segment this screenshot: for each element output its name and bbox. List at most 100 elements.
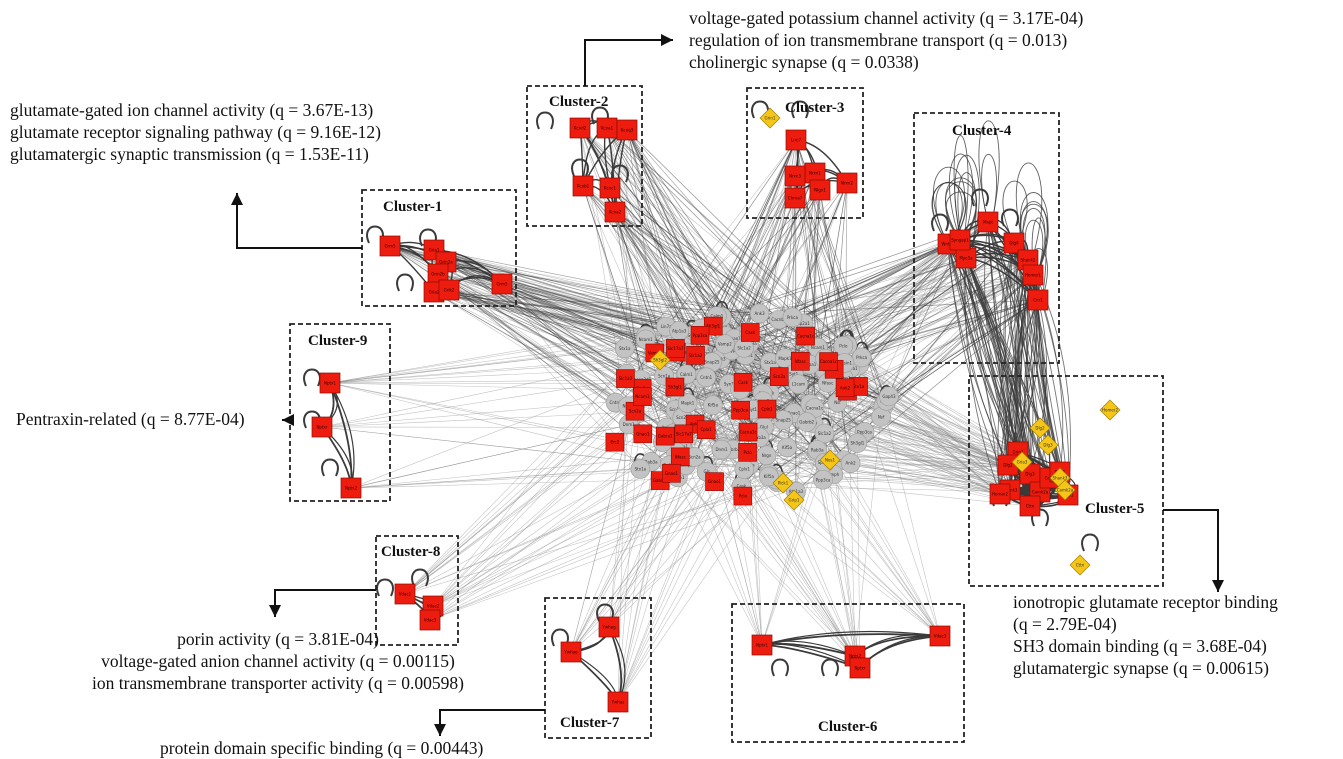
weak-edge [582,185,862,358]
node-label: Dlg2 [1003,463,1013,468]
node-label: Nptx1 [756,643,768,648]
weak-edge [673,433,941,637]
arrow-head [1212,580,1224,592]
module-node-shape [836,172,858,194]
node-label: Cplx1 [761,407,773,412]
node-label: Ppp3ca [693,333,708,338]
arrow-line [236,193,362,249]
node-label: Grip1 [789,498,800,503]
hub-node: Dnm1 [711,439,732,460]
node-label: Vdac1 [399,592,412,597]
module-node: Kcna1 [596,117,618,139]
module-node: Ncam1 [633,387,652,406]
weak-edge [883,406,941,637]
weak-edge [614,211,667,327]
hub-gene-node: Cttn [1069,554,1091,576]
node-label: Wnt7a [941,242,955,247]
node-label: Nos1 [825,458,836,463]
hub-node: Ppp3ca [813,469,833,490]
module-node-shape [560,641,582,663]
annotation-line: cholinergic synapse (q = 0.0338) [689,52,919,72]
c3-frame [746,87,864,219]
module-node: Nrxn3 [784,165,806,187]
hub-node-shape [814,423,835,444]
module-node-shape [662,463,681,483]
module-node-shape [949,229,971,251]
module-node-shape [696,420,716,440]
strong-edge [606,127,784,421]
hub-node: Cplx1 [734,459,755,479]
hub-gene-shape [1029,417,1051,439]
node-label: Kcna1 [601,126,614,131]
arrow-line [1163,509,1219,592]
module-node: Nfasc [670,447,690,467]
weak-edge [824,462,941,637]
module-node: Vdac3 [929,625,951,647]
node-label: Atp1a3 [672,328,687,333]
weak-edge [429,474,834,621]
module-node-shape [633,387,652,406]
node-label: Dlg2 [1035,426,1045,431]
hub-node-shape [879,386,899,407]
hub-node: Slc1a2 [814,423,835,444]
module-node: Lrrc7 [785,129,807,151]
strong-edge [965,257,1051,479]
self-loop [551,628,569,647]
module-node-shape [319,372,341,394]
module-node-shape [769,367,789,386]
cluster-1-annotation: glutamate-gated ion channel activity (q … [10,99,381,165]
module-node: Kcna2 [604,201,626,223]
module-node: Slc1a2 [686,346,705,365]
module-node-shape [738,422,758,442]
cluster-4-title: Cluster-4 [952,123,1012,139]
node-label: Gnao1 [787,411,801,416]
cluster-6-title: Cluster-6 [818,719,878,735]
module-node-shape [989,483,1011,505]
module-node-shape [731,400,750,420]
hub-gene-shape [1011,451,1033,473]
weak-edge [570,447,724,653]
node-label: Rab3a [753,435,766,440]
node-label: Nrgn [762,453,772,458]
node-label: Scn1a [658,373,671,378]
node-label: Nptx2 [345,486,357,491]
self-loop [571,158,589,177]
arrow-line [439,709,545,736]
annotation-line: glutamatergic synaptic transmission (q =… [10,144,369,164]
node-label: Stx1a [635,466,647,471]
module-node-shape [394,583,416,605]
node-label: Scn2a [688,454,701,459]
module-node-shape [379,235,401,257]
node-label: Pick1 [778,481,789,486]
strong-edge [628,189,821,425]
arrow-line [274,589,376,617]
strong-edge [794,197,797,492]
node-label: Prkca [787,315,799,320]
module-node: Cacna1c [796,326,815,346]
hub-gene-node: Gria3 [1011,451,1033,473]
weak-edge [404,477,678,595]
node-label: Kcna2 [609,210,622,215]
strong-edge [794,175,862,358]
weak-edge [432,377,707,607]
strong-edge [608,626,626,703]
hub-gene-shape [772,472,794,494]
node-label: Nptxr [854,666,865,671]
module-node: Kcnb1 [572,175,594,197]
hub-node: Stx1a [614,338,635,359]
node-label: Grin1 [1013,450,1024,455]
strong-edge [626,129,688,353]
node-label: Vdac3 [424,618,437,623]
node-label: Pacsin1 [837,361,853,366]
module-node-shape [633,424,653,444]
node-label: Cntn1 [700,375,712,380]
annotation-line: ion transmembrane transporter activity (… [92,673,464,693]
module-node-shape [605,432,625,452]
strong-edge [606,127,847,346]
node-label: Nptxr [316,425,327,430]
node-label: Cnr1 [1033,298,1043,303]
c4-frame [913,112,1060,364]
module-node-shape [666,339,685,358]
hub-gene-shape [819,449,841,471]
